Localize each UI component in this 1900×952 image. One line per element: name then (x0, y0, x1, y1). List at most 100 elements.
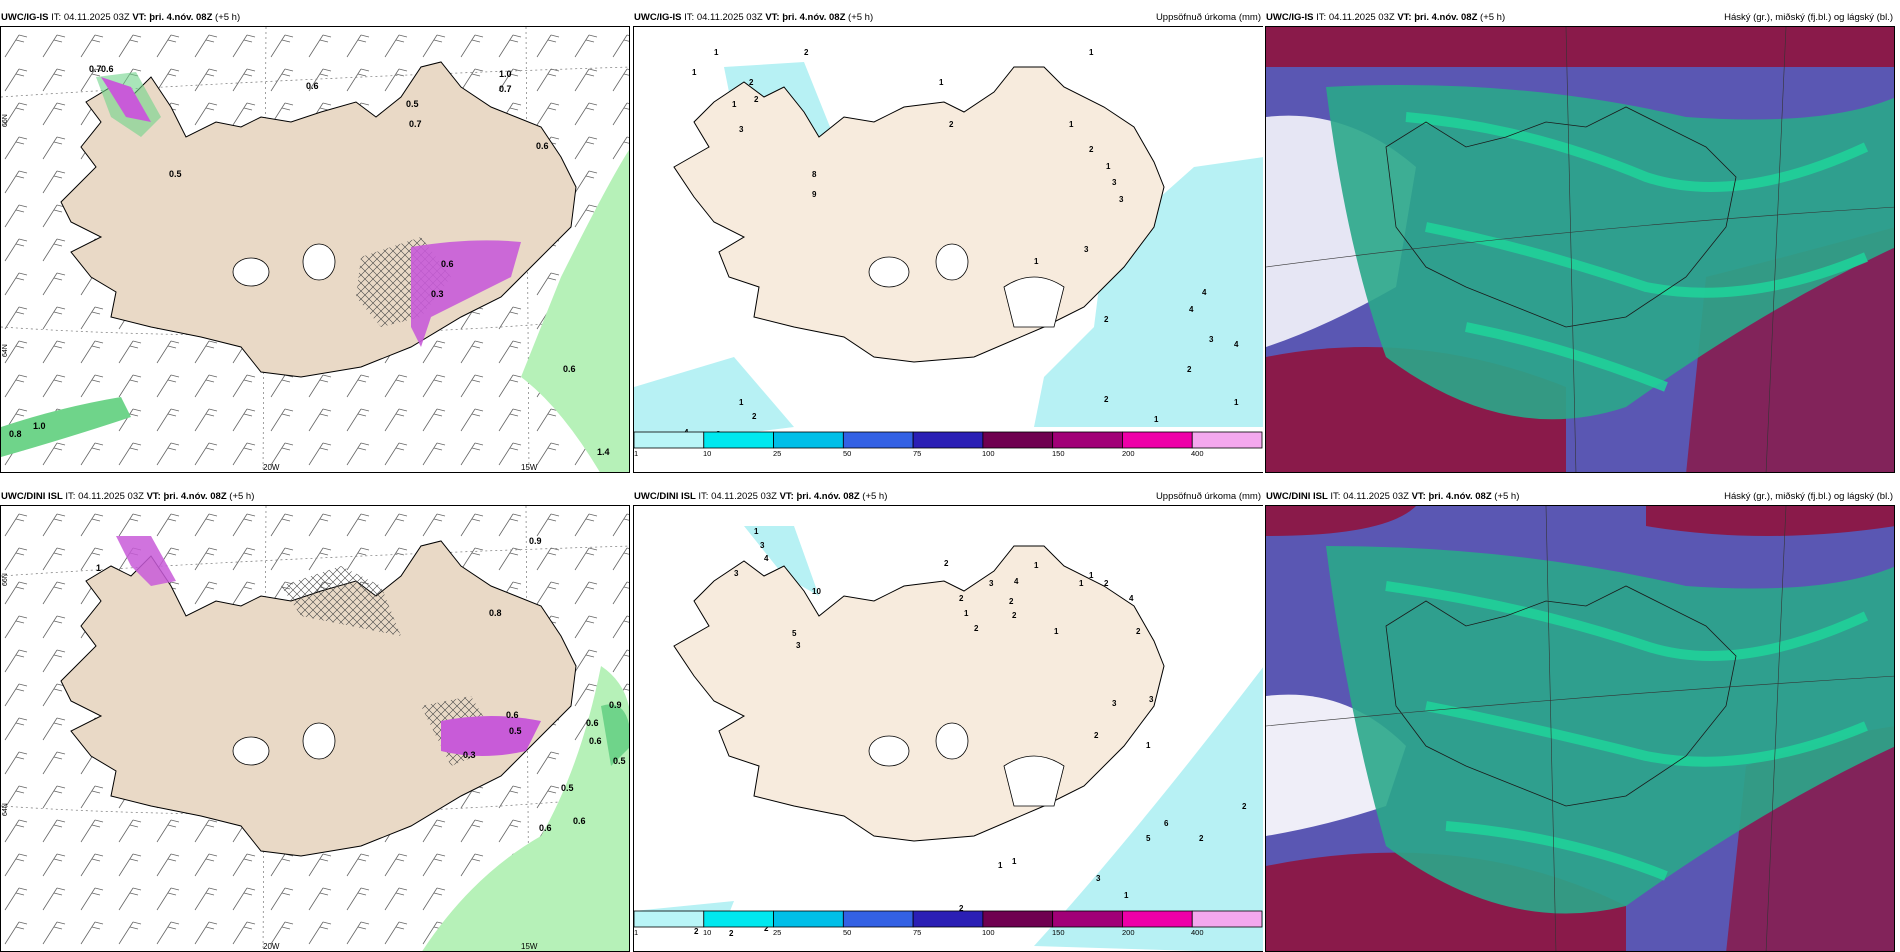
colorbar-tick: 10 (703, 449, 711, 458)
model-name: UWC/IG-IS (634, 12, 682, 23)
panel-ig-is-wind: UWC/IG-IS IT: 04.11.2025 03Z VT: þri. 4.… (0, 10, 630, 473)
label: 1 (998, 861, 1003, 870)
accumulated-precip-map: 1 3 4 3 10 5 3 2 2 1 2 3 2 4 2 1 1 1 2 4 (634, 506, 1263, 951)
cloud-cover-map (1266, 506, 1894, 951)
label: 0.6 (586, 718, 599, 728)
label: 0.5 (406, 99, 419, 109)
label: 1 (692, 68, 697, 77)
label: 2 (1104, 315, 1109, 324)
high-cloud-green (1326, 85, 1894, 420)
model-name: UWC/DINI ISL (634, 491, 696, 502)
lat-label-64n: 64N (2, 803, 9, 816)
label: 10 (812, 587, 821, 596)
label: 0.6 (589, 736, 602, 746)
label: 0.8 (489, 608, 502, 618)
label: 0.7 (409, 119, 422, 129)
map-title: Háský (gr.), miðský (fj.bl.) og lágský (… (1724, 491, 1893, 502)
label: 0.6 (536, 141, 549, 151)
colorbar-tick: 1 (634, 928, 638, 937)
magenta-northwest (116, 536, 176, 586)
colorbar-tick: 200 (1122, 449, 1135, 458)
lead-time: (+5 h) (848, 12, 874, 23)
cloud-band-bright (1405, 112, 1869, 392)
model-name: UWC/IG-IS (1266, 12, 1314, 23)
colorbar-tick: 100 (982, 449, 995, 458)
colorbar-tick: 150 (1052, 449, 1065, 458)
label: 2 (1136, 627, 1141, 636)
cloud-band-bright (1385, 581, 1869, 881)
colorbar-swatch (912, 431, 984, 449)
label: 2 (694, 927, 699, 936)
label: 0.6 (563, 364, 576, 374)
valid-time: þri. 4.nóv. 08Z (163, 491, 227, 502)
init-time: 04.11.2025 03Z (78, 491, 144, 502)
label: 0.6 (101, 64, 114, 74)
magenta-precip-core (441, 716, 541, 756)
init-time: 04.11.2025 03Z (63, 12, 130, 23)
label: 1 (1034, 257, 1039, 266)
grid-lines (1266, 506, 1894, 951)
label: 3 (1096, 874, 1101, 883)
label: 0.6 (506, 710, 519, 720)
colorbar-swatch (633, 910, 705, 928)
label: 2 (959, 904, 964, 913)
colorbar-tick: 25 (773, 928, 781, 937)
label: 1 (1054, 627, 1059, 636)
magenta-northwest (101, 77, 151, 122)
colorbar-tick: 50 (843, 449, 851, 458)
glacier-hofsjokull (935, 243, 969, 281)
colorbar-tick-labels: 1 10 25 50 75 100 150 200 400 (634, 928, 1204, 937)
colorbar-swatch (1052, 431, 1123, 449)
label: 5 (1146, 834, 1151, 843)
panel-header: UWC/DINI ISL IT: 04.11.2025 03Z VT: þri.… (1, 491, 255, 502)
lon-label-15w: 15W (521, 463, 538, 472)
label: 3 (1112, 178, 1117, 187)
precip-southeast (1034, 157, 1263, 427)
init-time: 04.11.2025 03Z (1328, 12, 1395, 23)
label: 4 (1202, 288, 1207, 297)
label: 0.9 (529, 536, 542, 546)
map-canvas (1265, 26, 1895, 473)
precip-southwest (634, 357, 794, 447)
map-canvas (1265, 505, 1895, 952)
label: 0.6 (441, 259, 454, 269)
lat-label-66n: 66N (2, 114, 9, 127)
label: 1 (1069, 120, 1074, 129)
grid-lines (1266, 27, 1894, 472)
panel-header: UWC/IG-IS IT: 04.11.2025 03Z VT: þri. 4.… (633, 10, 1263, 26)
valid-time: þri. 4.nóv. 08Z (1428, 491, 1492, 502)
label: 2 (804, 48, 809, 57)
label: 3 (739, 125, 744, 134)
panel-dini-wind: UWC/DINI ISL IT: 04.11.2025 03Z VT: þri.… (0, 489, 630, 952)
colorbar-tick: 400 (1191, 928, 1204, 937)
panel-header: UWC/IG-IS IT: 04.11.2025 03Z VT: þri. 4.… (1265, 10, 1895, 26)
label: 2 (729, 929, 734, 938)
colorbar-swatch (1122, 910, 1193, 928)
label: 1.0 (33, 421, 46, 431)
label: 3 (734, 569, 739, 578)
precip-area-southwest (1, 397, 131, 457)
label: 2 (1199, 834, 1204, 843)
iceland-coastline (1385, 106, 1737, 328)
label: 1 (739, 398, 744, 407)
label: 5 (792, 629, 797, 638)
lead-time: (+5 h) (1480, 12, 1506, 23)
label: 1 (714, 48, 719, 57)
label: 2 (949, 120, 954, 129)
colorbar-tick: 75 (913, 449, 921, 458)
colorbar-tick: 75 (913, 928, 921, 937)
label: 1 (1124, 891, 1129, 900)
colorbar-swatch (1122, 431, 1193, 449)
colorbar-swatch (842, 910, 914, 928)
model-name: UWC/DINI ISL (1, 491, 63, 502)
label: 4 (1189, 305, 1194, 314)
label: 3 (1084, 245, 1089, 254)
panel-header: UWC/DINI ISL IT: 04.11.2025 03Z VT: þri.… (1265, 489, 1895, 505)
panel-header: UWC/DINI ISL IT: 04.11.2025 03Z VT: þri.… (633, 489, 1263, 505)
lead-time: (+5 h) (1494, 491, 1520, 502)
high-cloud-green (1326, 546, 1894, 914)
map-title: Uppsöfnuð úrkoma (mm) (1155, 12, 1261, 23)
valid-time: þri. 4.nóv. 08Z (149, 12, 213, 23)
glacier-vatnajokull (1003, 276, 1065, 328)
colorbar-swatch (703, 431, 774, 449)
